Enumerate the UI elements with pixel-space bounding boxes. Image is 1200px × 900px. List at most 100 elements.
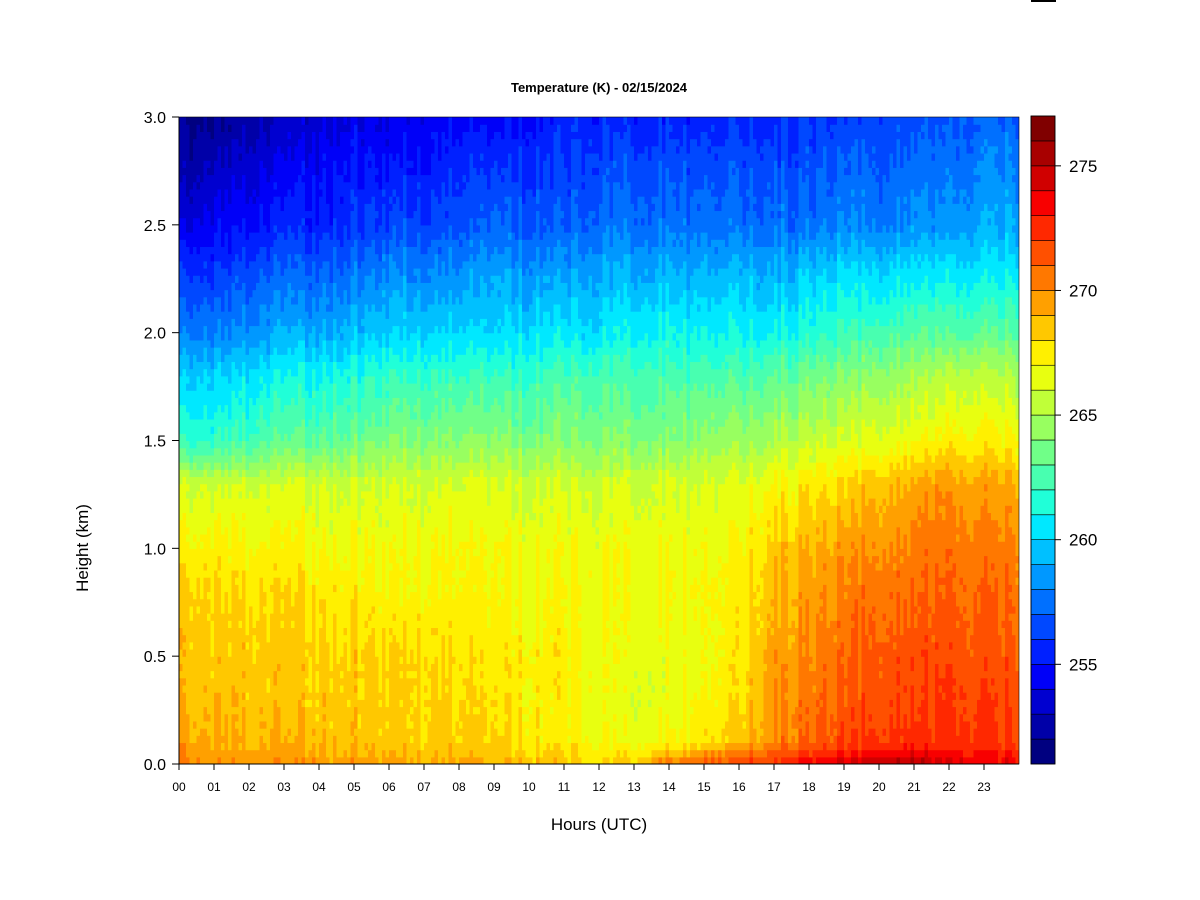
heatmap-cell: [316, 146, 320, 154]
heatmap-cell: [305, 706, 309, 714]
heatmap-cell: [330, 175, 334, 183]
heatmap-cell: [260, 189, 264, 197]
heatmap-cell: [256, 714, 260, 722]
heatmap-cell: [179, 347, 183, 355]
heatmap-cell: [218, 476, 222, 484]
heatmap-cell: [260, 254, 264, 262]
heatmap-cell: [298, 613, 302, 621]
heatmap-cell: [358, 699, 362, 707]
heatmap-cell: [211, 325, 215, 333]
heatmap-cell: [239, 311, 243, 319]
heatmap-cell: [358, 397, 362, 405]
heatmap-cell: [309, 448, 313, 456]
heatmap-cell: [312, 742, 316, 750]
heatmap-cell: [267, 570, 271, 578]
heatmap-cell: [344, 635, 348, 643]
heatmap-cell: [197, 757, 201, 765]
heatmap-cell: [267, 160, 271, 168]
heatmap-cell: [225, 484, 229, 492]
heatmap-cell: [246, 290, 250, 298]
heatmap-cell: [288, 347, 292, 355]
heatmap-cell: [204, 405, 208, 413]
heatmap-cell: [295, 354, 299, 362]
heatmap-cell: [179, 333, 183, 341]
heatmap-cell: [249, 742, 253, 750]
heatmap-cell: [246, 433, 250, 441]
heatmap-cell: [337, 512, 341, 520]
heatmap-cell: [270, 261, 274, 269]
heatmap-cell: [354, 347, 358, 355]
heatmap-cell: [253, 160, 257, 168]
heatmap-cell: [347, 311, 351, 319]
heatmap-cell: [183, 196, 187, 204]
heatmap-cell: [274, 254, 278, 262]
heatmap-cell: [242, 433, 246, 441]
heatmap-cell: [347, 512, 351, 520]
heatmap-cell: [253, 232, 257, 240]
heatmap-cell: [354, 297, 358, 305]
heatmap-cell: [270, 210, 274, 218]
heatmap-cell: [225, 750, 229, 758]
heatmap-cell: [225, 548, 229, 556]
heatmap-cell: [330, 541, 334, 549]
heatmap-cell: [235, 175, 239, 183]
heatmap-cell: [228, 714, 232, 722]
heatmap-cell: [305, 476, 309, 484]
heatmap-cell: [186, 735, 190, 743]
heatmap-cell: [281, 484, 285, 492]
heatmap-cell: [253, 548, 257, 556]
heatmap-cell: [281, 196, 285, 204]
heatmap-cell: [193, 246, 197, 254]
heatmap-cell: [354, 548, 358, 556]
heatmap-cell: [228, 678, 232, 686]
heatmap-cell: [200, 706, 204, 714]
heatmap-cell: [235, 699, 239, 707]
heatmap-cell: [344, 512, 348, 520]
heatmap-cell: [190, 254, 194, 262]
heatmap-cell: [232, 354, 236, 362]
heatmap-cell: [207, 160, 211, 168]
heatmap-cell: [270, 347, 274, 355]
heatmap-cell: [351, 671, 355, 679]
heatmap-cell: [305, 520, 309, 528]
heatmap-cell: [309, 599, 313, 607]
heatmap-cell: [319, 757, 323, 765]
heatmap-cell: [372, 699, 376, 707]
heatmap-cell: [260, 627, 264, 635]
heatmap-cell: [302, 476, 306, 484]
heatmap-cell: [354, 563, 358, 571]
heatmap-cell: [232, 721, 236, 729]
heatmap-cell: [260, 757, 264, 765]
heatmap-cell: [351, 476, 355, 484]
heatmap-cell: [319, 527, 323, 535]
heatmap-cell: [284, 735, 288, 743]
heatmap-cell: [225, 383, 229, 391]
heatmap-cell: [351, 692, 355, 700]
heatmap-cell: [298, 692, 302, 700]
heatmap-cell: [249, 189, 253, 197]
heatmap-cell: [333, 627, 337, 635]
heatmap-cell: [214, 685, 218, 693]
heatmap-cell: [253, 397, 257, 405]
heatmap-cell: [270, 124, 274, 132]
heatmap-cell: [186, 534, 190, 542]
heatmap-cell: [256, 563, 260, 571]
heatmap-cell: [246, 584, 250, 592]
heatmap-cell: [211, 290, 215, 298]
heatmap-cell: [270, 390, 274, 398]
heatmap-cell: [246, 671, 250, 679]
heatmap-cell: [179, 239, 183, 247]
heatmap-cell: [200, 663, 204, 671]
heatmap-cell: [218, 484, 222, 492]
heatmap-cell: [361, 196, 365, 204]
heatmap-cell: [340, 671, 344, 679]
heatmap-cell: [214, 735, 218, 743]
heatmap-cell: [235, 203, 239, 211]
heatmap-cell: [190, 649, 194, 657]
heatmap-cell: [239, 591, 243, 599]
heatmap-cell: [193, 462, 197, 470]
heatmap-cell: [270, 254, 274, 262]
heatmap-cell: [200, 124, 204, 132]
heatmap-cell: [298, 412, 302, 420]
heatmap-cell: [330, 692, 334, 700]
